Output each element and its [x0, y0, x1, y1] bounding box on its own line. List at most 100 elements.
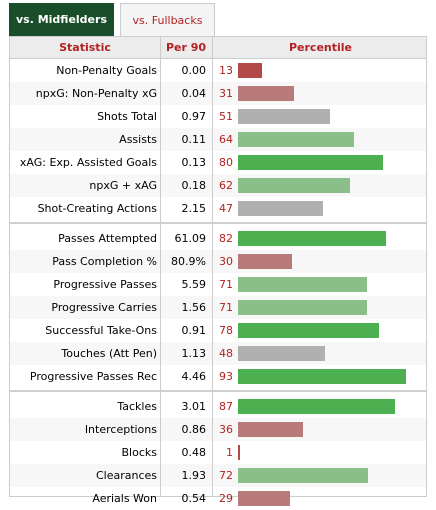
percentile-table: Statistic Per 90 Percentile Non-Penalty … — [9, 36, 427, 506]
percentile-value: 13 — [219, 64, 233, 77]
table-row: Touches (Att Pen) 1.13 48 — [10, 342, 426, 365]
stat-name: Tackles — [117, 400, 157, 413]
percentile-value: 30 — [219, 255, 233, 268]
table-row: Successful Take-Ons 0.91 78 — [10, 319, 426, 342]
stat-name: Successful Take-Ons — [45, 324, 157, 337]
header-percentile[interactable]: Percentile — [288, 41, 353, 54]
stat-name: Touches (Att Pen) — [61, 347, 157, 360]
header-statistic[interactable]: Statistic — [59, 41, 111, 54]
table-row: Aerials Won 0.54 29 — [10, 487, 426, 510]
group-separator — [10, 222, 426, 224]
percentile-bar — [238, 422, 303, 437]
per90-value: 1.56 — [181, 301, 207, 314]
percentile-bar — [238, 445, 240, 460]
per90-value: 4.46 — [181, 370, 207, 383]
table-row: npxG + xAG 0.18 62 — [10, 174, 426, 197]
stat-name: Aerials Won — [92, 492, 157, 505]
per90-value: 0.04 — [181, 87, 207, 100]
percentile-bar — [238, 369, 406, 384]
percentile-bar — [238, 201, 323, 216]
percentile-value: 71 — [219, 278, 233, 291]
stat-name: Pass Completion % — [52, 255, 157, 268]
per90-value: 1.93 — [181, 469, 207, 482]
percentile-value: 82 — [219, 232, 233, 245]
per90-value: 0.11 — [181, 133, 207, 146]
table-row: Interceptions 0.86 36 — [10, 418, 426, 441]
table-row: Shot-Creating Actions 2.15 47 — [10, 197, 426, 220]
percentile-value: 80 — [219, 156, 233, 169]
stat-name: Assists — [119, 133, 157, 146]
table-row: Assists 0.11 64 — [10, 128, 426, 151]
percentile-bar — [238, 491, 290, 506]
stat-name: Interceptions — [84, 423, 157, 436]
percentile-value: 51 — [219, 110, 233, 123]
per90-value: 3.01 — [181, 400, 207, 413]
per90-value: 1.13 — [181, 347, 207, 360]
percentile-bar — [238, 254, 292, 269]
percentile-value: 48 — [219, 347, 233, 360]
percentile-value: 47 — [219, 202, 233, 215]
stat-name: Passes Attempted — [58, 232, 157, 245]
percentile-value: 72 — [219, 469, 233, 482]
per90-value: 0.86 — [181, 423, 207, 436]
percentile-bar — [238, 86, 294, 101]
percentile-value: 71 — [219, 301, 233, 314]
table-row: Blocks 0.48 1 — [10, 441, 426, 464]
table-row: Pass Completion % 80.9% 30 — [10, 250, 426, 273]
per90-value: 80.9% — [171, 255, 206, 268]
percentile-bar — [238, 468, 368, 483]
table-row: Shots Total 0.97 51 — [10, 105, 426, 128]
table-row: Tackles 3.01 87 — [10, 395, 426, 418]
percentile-bar — [238, 323, 379, 338]
per90-value: 5.59 — [181, 278, 207, 291]
percentile-value: 29 — [219, 492, 233, 505]
percentile-bar — [238, 231, 386, 246]
column-divider — [212, 37, 213, 496]
per90-value: 61.09 — [174, 232, 207, 245]
percentile-bar — [238, 109, 330, 124]
per90-value: 0.48 — [181, 446, 207, 459]
per90-value: 0.97 — [181, 110, 207, 123]
percentile-bar — [238, 300, 367, 315]
percentile-bar — [238, 346, 325, 361]
stat-name: Blocks — [121, 446, 157, 459]
stat-name: Clearances — [95, 469, 157, 482]
stat-name: Progressive Carries — [51, 301, 157, 314]
header-per90[interactable]: Per 90 — [165, 41, 207, 54]
table-row: npxG: Non-Penalty xG 0.04 31 — [10, 82, 426, 105]
group-separator — [10, 390, 426, 392]
table-row: xAG: Exp. Assisted Goals 0.13 80 — [10, 151, 426, 174]
percentile-value: 64 — [219, 133, 233, 146]
percentile-value: 31 — [219, 87, 233, 100]
table-header: Statistic Per 90 Percentile — [10, 37, 426, 59]
stat-name: Shot-Creating Actions — [37, 202, 157, 215]
percentile-bar — [238, 277, 367, 292]
percentile-bar — [238, 132, 354, 147]
stat-name: Progressive Passes — [53, 278, 157, 291]
per90-value: 2.15 — [181, 202, 207, 215]
percentile-bar — [238, 178, 350, 193]
percentile-value: 36 — [219, 423, 233, 436]
table-row: Progressive Carries 1.56 71 — [10, 296, 426, 319]
per90-value: 0.91 — [181, 324, 207, 337]
per90-value: 0.54 — [181, 492, 207, 505]
table-row: Non-Penalty Goals 0.00 13 — [10, 59, 426, 82]
percentile-bar — [238, 63, 262, 78]
tab-vs-midfielders[interactable]: vs. Midfielders — [9, 3, 114, 36]
stat-name: npxG + xAG — [89, 179, 157, 192]
percentile-value: 78 — [219, 324, 233, 337]
table-row: Passes Attempted 61.09 82 — [10, 227, 426, 250]
percentile-value: 87 — [219, 400, 233, 413]
stat-name: Progressive Passes Rec — [29, 370, 157, 383]
stat-name: Shots Total — [97, 110, 157, 123]
stat-name: xAG: Exp. Assisted Goals — [19, 156, 157, 169]
percentile-value: 62 — [219, 179, 233, 192]
stat-name: npxG: Non-Penalty xG — [35, 87, 157, 100]
per90-value: 0.13 — [181, 156, 207, 169]
percentile-bar — [238, 155, 383, 170]
per90-value: 0.00 — [181, 64, 207, 77]
table-row: Progressive Passes 5.59 71 — [10, 273, 426, 296]
column-divider — [160, 37, 161, 496]
table-row: Clearances 1.93 72 — [10, 464, 426, 487]
tab-vs-fullbacks[interactable]: vs. Fullbacks — [120, 3, 215, 36]
